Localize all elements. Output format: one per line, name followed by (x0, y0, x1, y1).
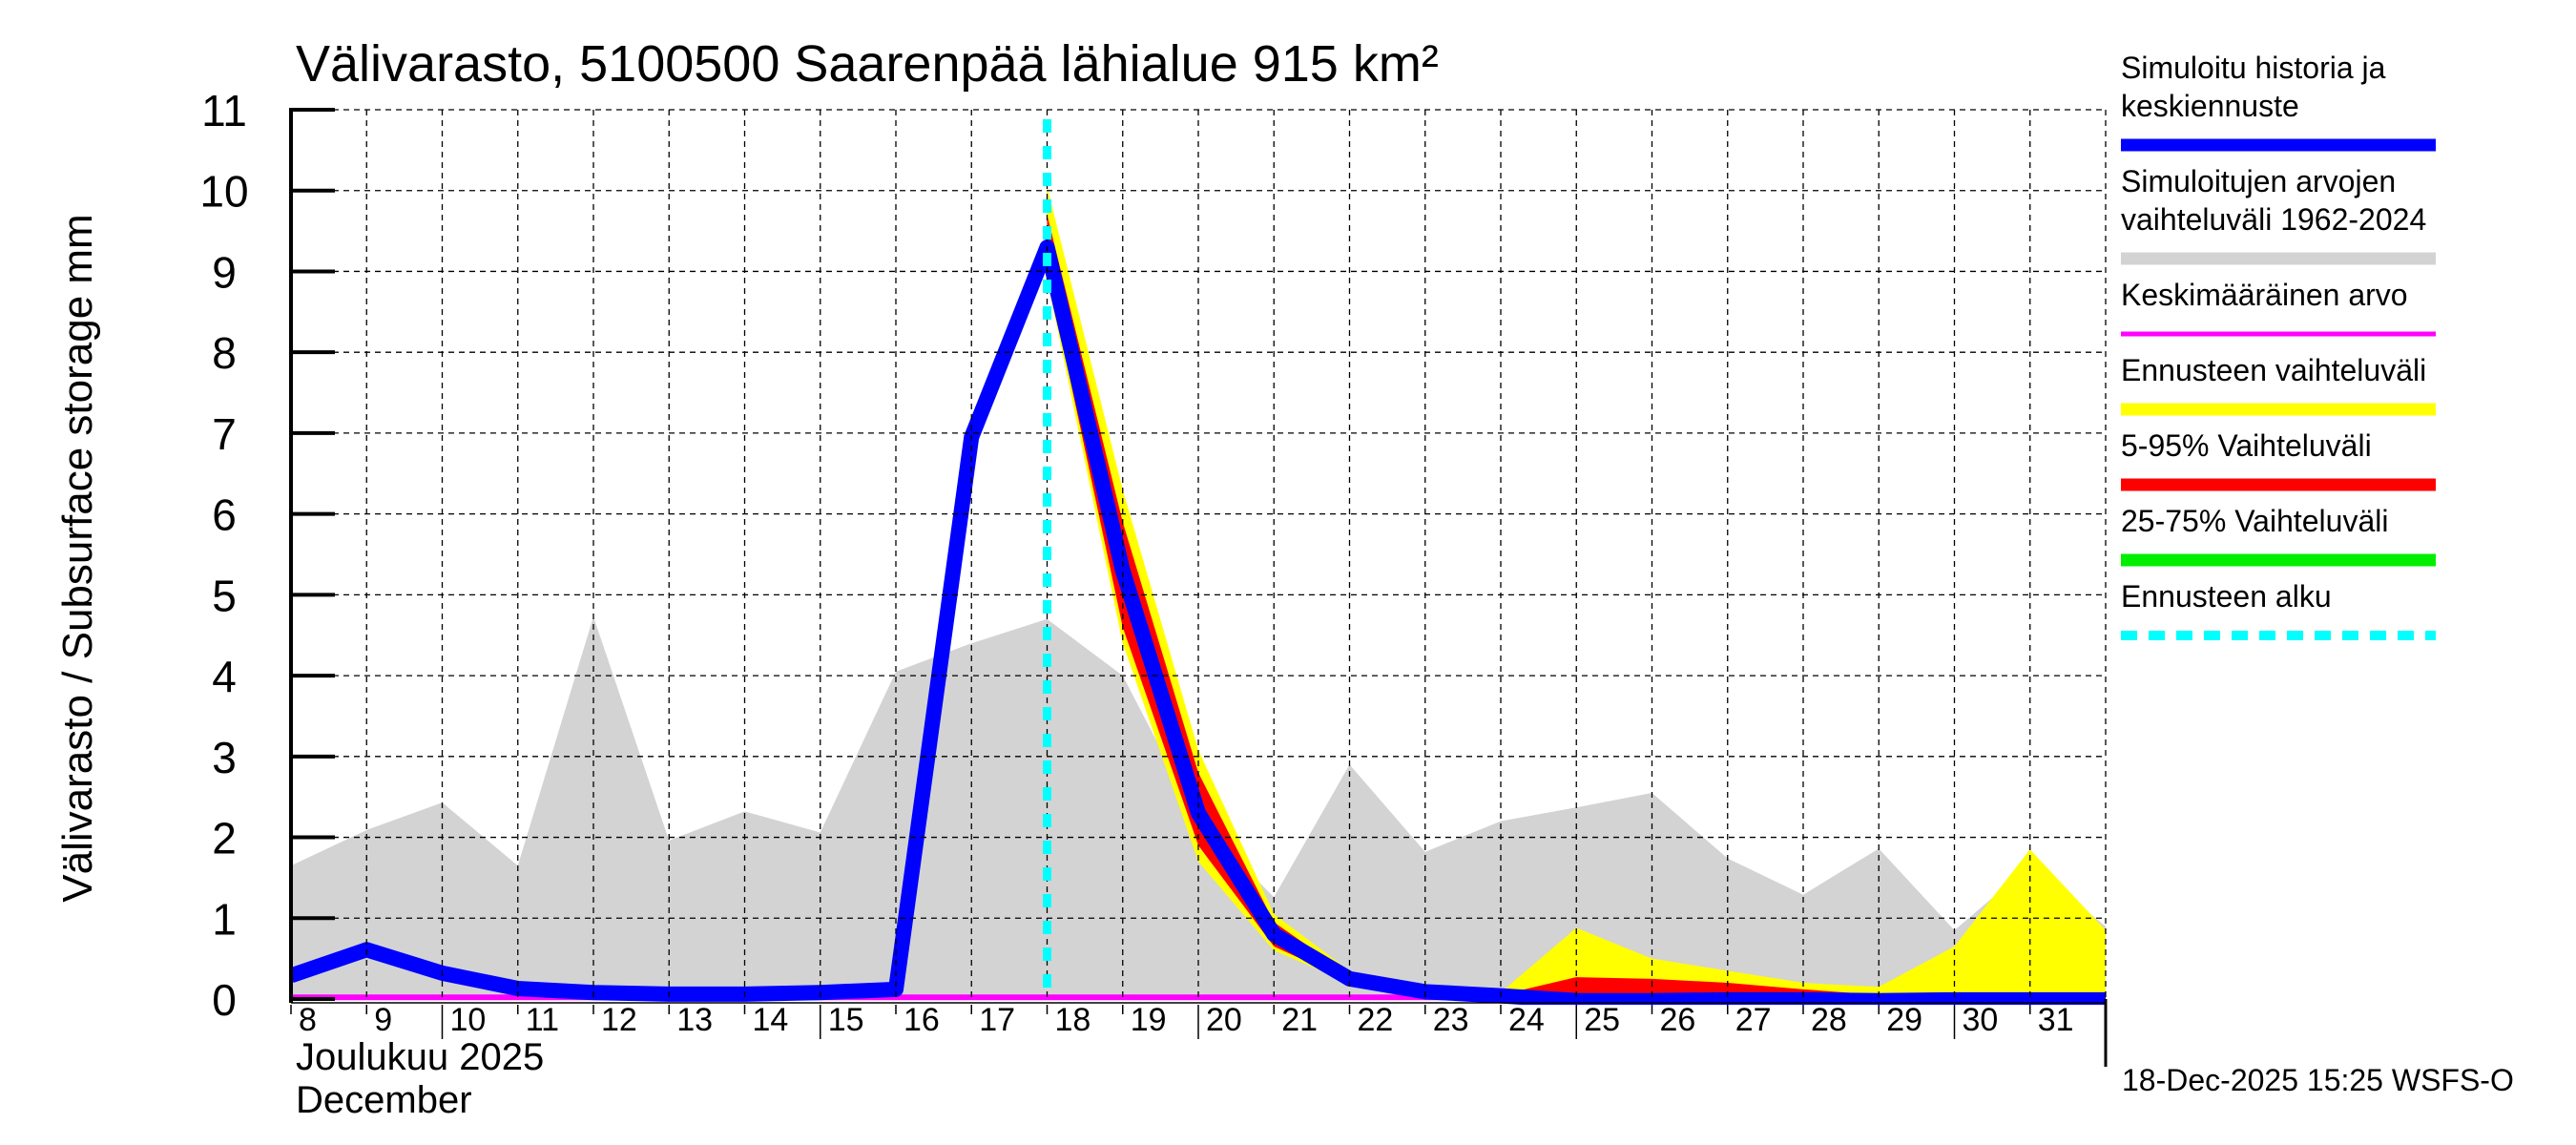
chart-title: Välivarasto, 5100500 Saarenpää lähialue … (296, 35, 1439, 93)
y-axis-label: Välivarasto / Subsurface storage mm (54, 214, 101, 902)
x-tick-label: 22 (1358, 1002, 1394, 1038)
x-tick-label: 30 (1963, 1002, 1999, 1038)
x-tick-label: 26 (1660, 1002, 1696, 1038)
y-tick-label: 1 (212, 894, 237, 944)
x-tick-label: 23 (1433, 1002, 1469, 1038)
y-tick-label: 4 (212, 652, 237, 701)
x-tick-label: 8 (299, 1002, 317, 1038)
forecast-range-area (1047, 186, 2106, 999)
x-tick-label: 17 (979, 1002, 1015, 1038)
historical-range-area (291, 616, 2106, 999)
x-tick-label: 19 (1131, 1002, 1167, 1038)
y-tick-label: 11 (201, 86, 247, 135)
legend-label: Simuloitujen arvojen (2121, 164, 2396, 198)
x-tick-label: 9 (374, 1002, 392, 1038)
x-tick-label: 11 (526, 1002, 559, 1038)
x-axis-month-label-en: December (296, 1079, 472, 1121)
x-tick-label: 16 (904, 1002, 940, 1038)
y-tick-label: 3 (212, 733, 237, 782)
y-tick-label: 7 (212, 409, 237, 459)
y-tick-label: 8 (212, 328, 237, 378)
y-tick-label: 10 (199, 167, 248, 217)
legend-label: Simuloitu historia ja (2121, 51, 2386, 85)
legend-label: Keskimääräinen arvo (2121, 278, 2408, 312)
y-tick-label: 5 (212, 571, 237, 620)
y-tick-label: 2 (212, 814, 237, 864)
legend-label: vaihteluväli 1962-2024 (2121, 202, 2426, 237)
x-tick-label: 29 (1886, 1002, 1922, 1038)
x-tick-label: 14 (753, 1002, 789, 1038)
x-tick-label: 15 (828, 1002, 864, 1038)
legend-label: Ennusteen alku (2121, 579, 2332, 614)
legend-label: Ennusteen vaihteluväli (2121, 353, 2426, 387)
x-tick-label: 10 (450, 1002, 487, 1038)
x-tick-label: 21 (1281, 1002, 1318, 1038)
y-tick-label: 0 (212, 975, 237, 1025)
y-tick-label: 6 (212, 490, 237, 540)
x-tick-label: 31 (2038, 1002, 2074, 1038)
legend-label: 25-75% Vaihteluväli (2121, 504, 2388, 538)
x-tick-label: 27 (1735, 1002, 1772, 1038)
x-tick-label: 13 (676, 1002, 713, 1038)
x-tick-label: 12 (601, 1002, 637, 1038)
x-tick-label: 24 (1508, 1002, 1545, 1038)
legend-label: 5-95% Vaihteluväli (2121, 428, 2372, 463)
x-tick-label: 18 (1055, 1002, 1091, 1038)
legend: Simuloitu historia ja keskiennuste Simuloi… (2121, 51, 2436, 640)
y-tick-label: 9 (212, 247, 237, 297)
x-tick-label: 28 (1811, 1002, 1847, 1038)
legend-label: keskiennuste (2121, 89, 2299, 123)
timestamp-footer: 18-Dec-2025 15:25 WSFS-O (2122, 1063, 2514, 1097)
x-tick-label: 20 (1206, 1002, 1242, 1038)
x-tick-label: 25 (1584, 1002, 1620, 1038)
x-axis-month-label: Joulukuu 2025 (296, 1036, 544, 1078)
